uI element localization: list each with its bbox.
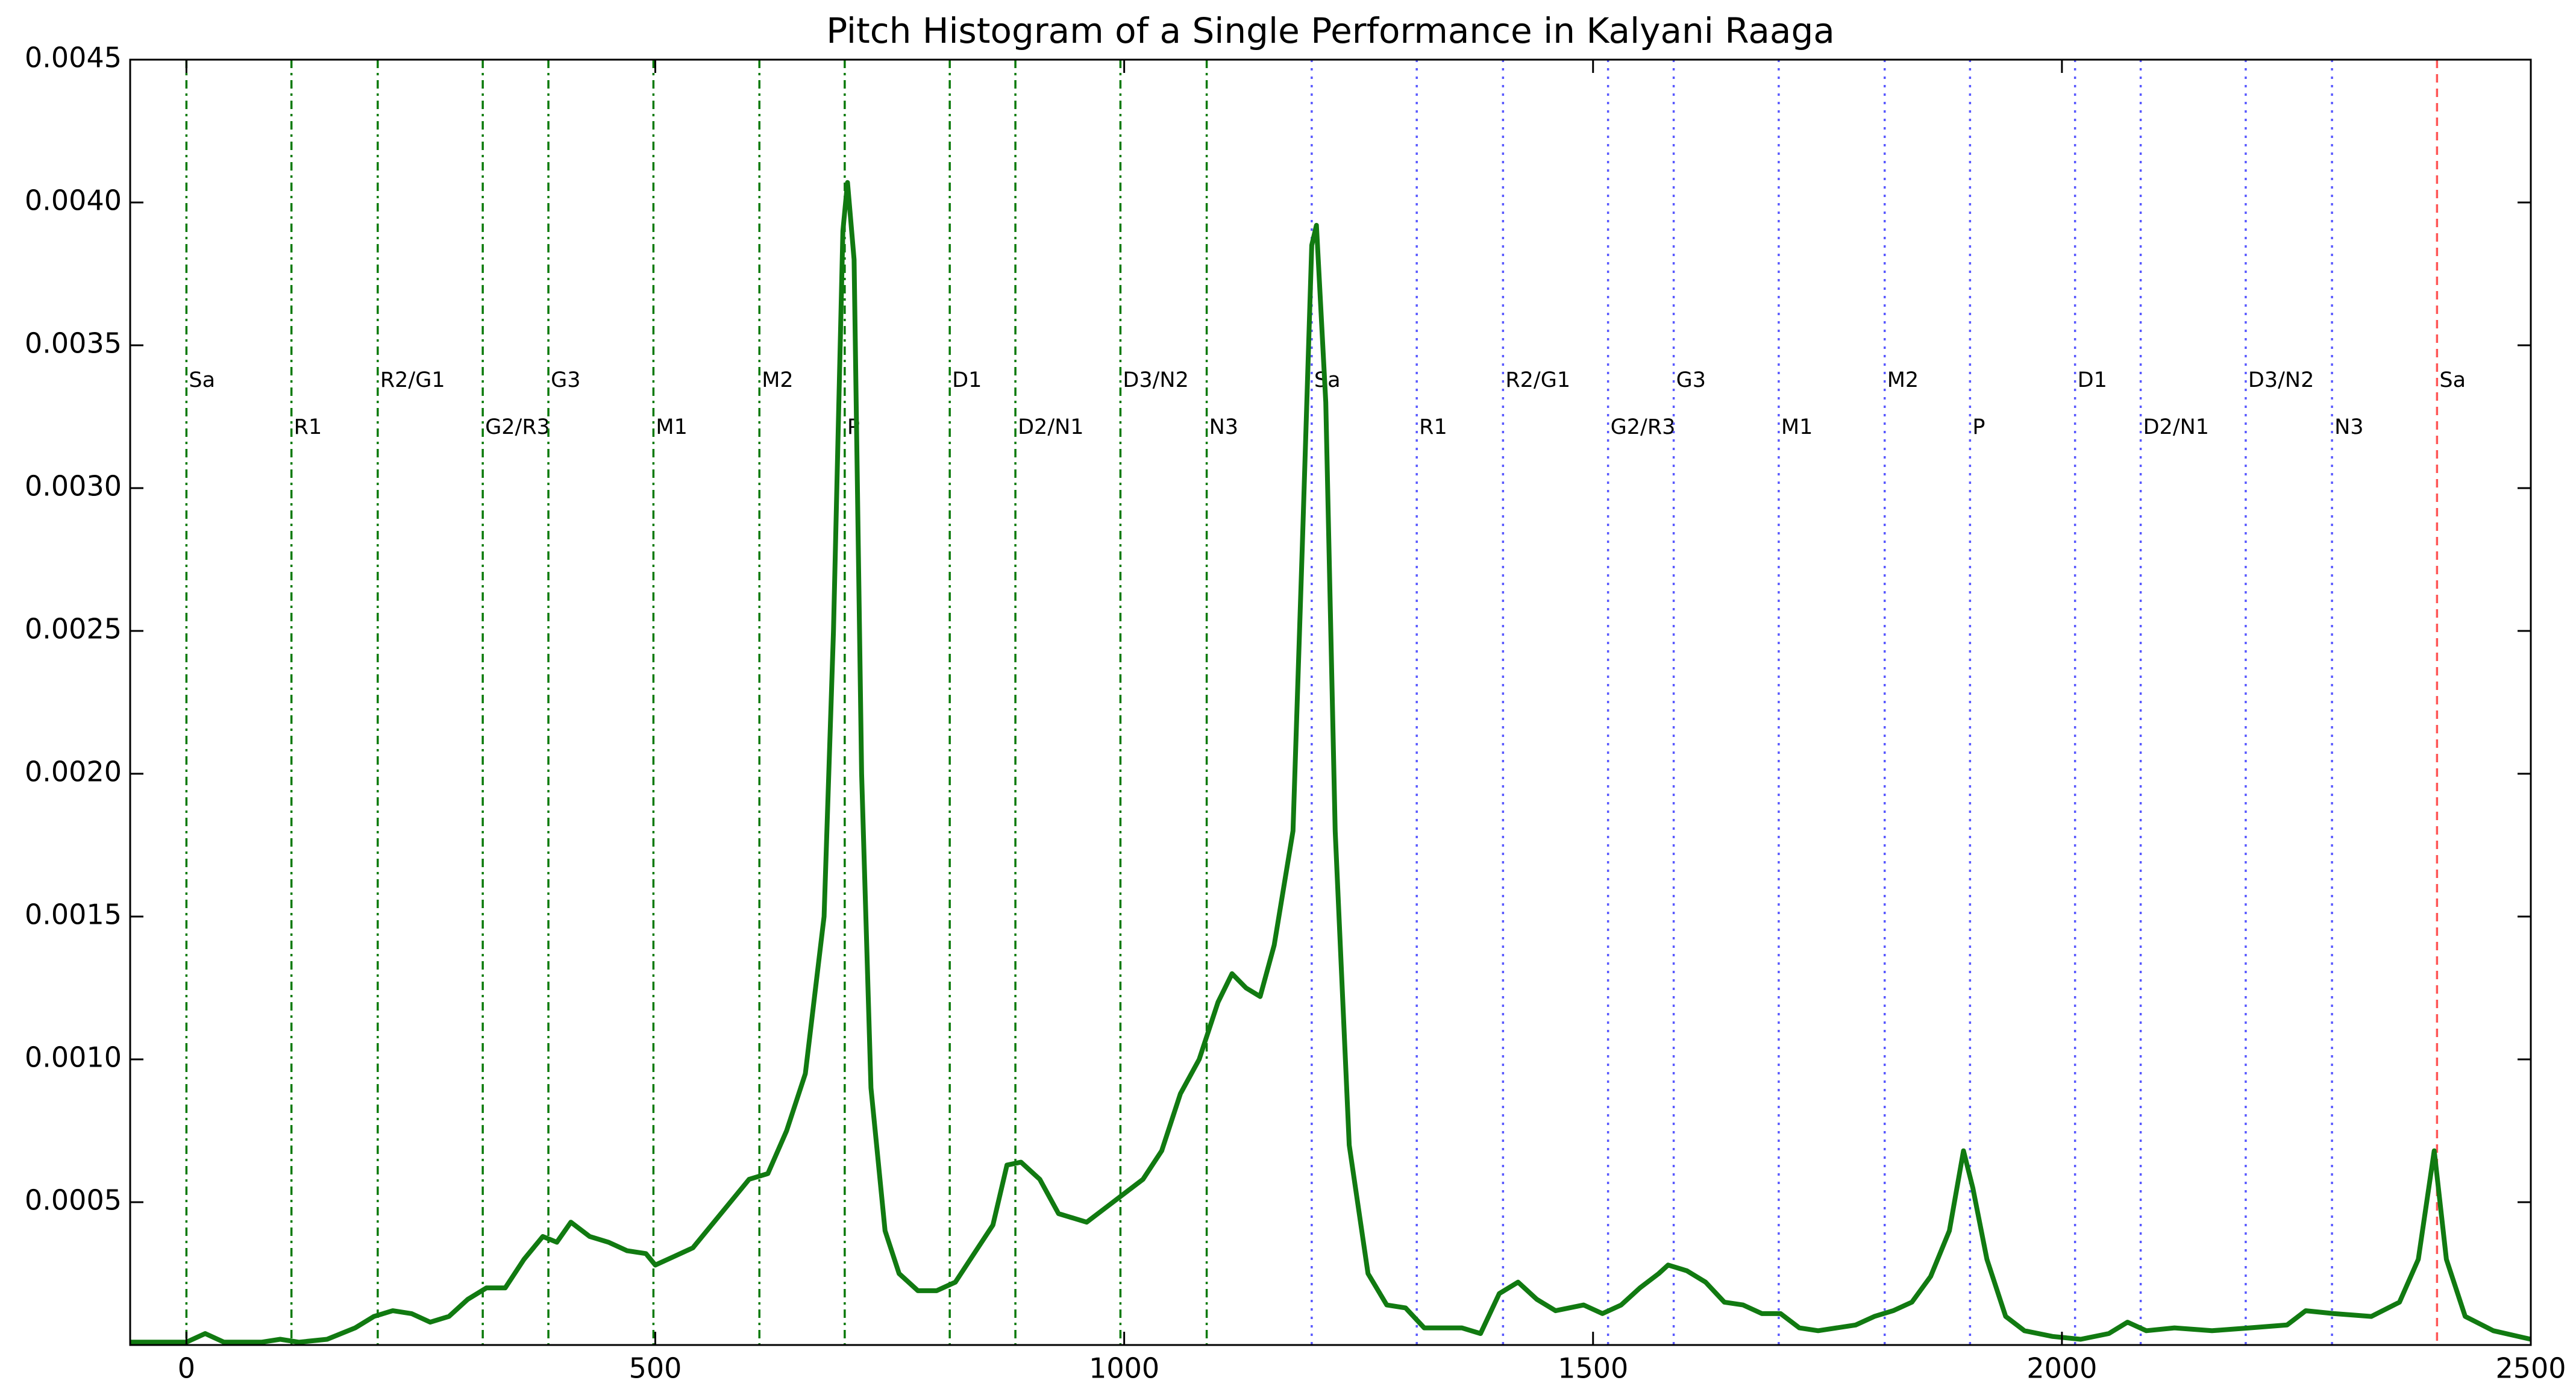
x-tick-label: 2000	[2026, 1352, 2097, 1385]
pitch-curve	[130, 180, 2531, 1345]
swara-label: R1	[1419, 415, 1447, 439]
swara-label: M2	[762, 368, 793, 392]
y-tick-label: 0.0015	[25, 898, 122, 931]
x-tick-label: 1000	[1089, 1352, 1159, 1385]
swara-label: G2/R3	[1611, 415, 1676, 439]
x-tick-label: 1500	[1558, 1352, 1628, 1385]
swara-label: G3	[551, 368, 580, 392]
y-tick-label: 0.0045	[25, 42, 122, 74]
swara-label: G3	[1676, 368, 1706, 392]
y-tick-label: 0.0040	[25, 184, 122, 217]
chart-title: Pitch Histogram of a Single Performance …	[826, 10, 1835, 51]
swara-label: M2	[1887, 368, 1919, 392]
y-tick-label: 0.0005	[25, 1184, 122, 1217]
x-tick-label: 500	[629, 1352, 682, 1385]
swara-label: Sa	[189, 368, 215, 392]
swara-label: D1	[952, 368, 982, 392]
y-tick-label: 0.0020	[25, 756, 122, 788]
y-tick-label: 0.0030	[25, 470, 122, 503]
swara-label: D2/N1	[1018, 415, 1083, 439]
plot-frame	[129, 58, 2532, 1346]
swara-label: M1	[656, 415, 687, 439]
swara-label: D3/N2	[2248, 368, 2314, 392]
swara-label: P	[1972, 415, 1985, 439]
swara-label: N3	[1209, 415, 1238, 439]
y-tick-label: 0.0025	[25, 613, 122, 645]
swara-label: D3/N2	[1123, 368, 1188, 392]
y-tick-label: 0.0035	[25, 327, 122, 360]
x-tick-label: 2500	[2495, 1352, 2566, 1385]
swara-label: R2/G1	[380, 368, 445, 392]
x-tick-label: 0	[178, 1352, 195, 1385]
swara-label: G2/R3	[485, 415, 550, 439]
swara-label: D1	[2078, 368, 2107, 392]
swara-label: R1	[294, 415, 322, 439]
swara-label: R2/G1	[1505, 368, 1570, 392]
y-tick-label: 0.0010	[25, 1041, 122, 1074]
swara-label: N3	[2334, 415, 2363, 439]
swara-label: Sa	[2439, 368, 2466, 392]
swara-label: M1	[1781, 415, 1813, 439]
swara-label: D2/N1	[2143, 415, 2209, 439]
